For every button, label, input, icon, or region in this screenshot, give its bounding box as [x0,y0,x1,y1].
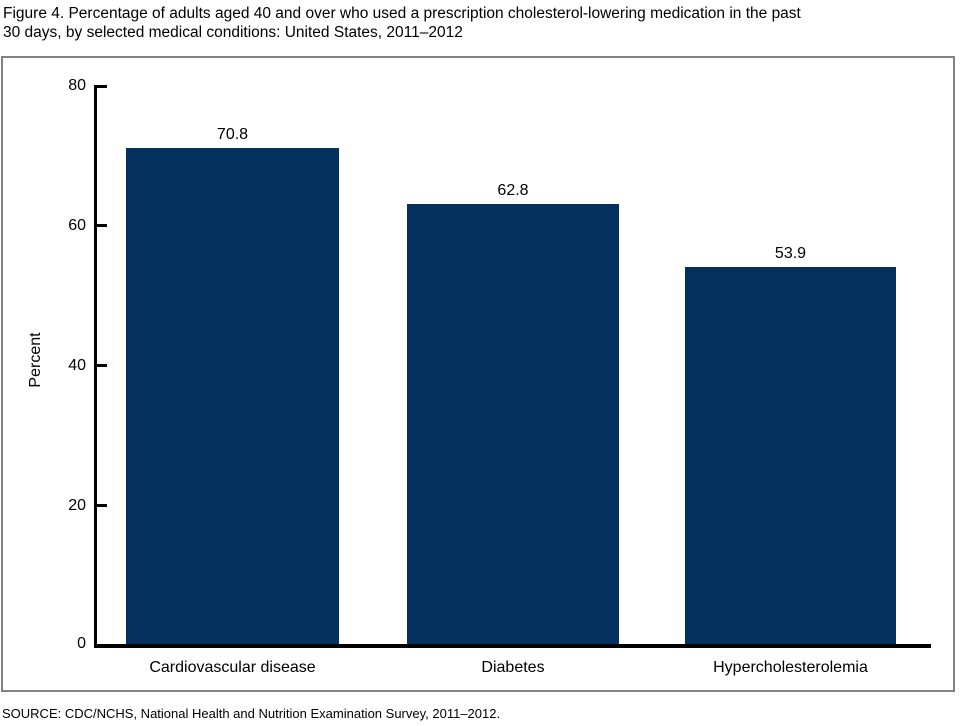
value-label-hypercholesterolemia: 53.9 [774,245,807,262]
y-axis-line [94,85,97,647]
y-tick-mark-80 [97,85,107,88]
y-tick-mark-40 [97,364,107,367]
value-label-cardiovascular-disease: 70.8 [216,126,249,143]
figure-title-line-2: 30 days, by selected medical conditions:… [3,24,463,41]
y-tick-mark-20 [97,504,107,507]
figure-title: Figure 4. Percentage of adults aged 40 a… [3,4,801,42]
figure-title-line-1: Figure 4. Percentage of adults aged 40 a… [3,5,801,22]
category-label-hypercholesterolemia: Hypercholesterolemia [713,659,868,676]
y-tick-label-40: 40 [68,357,86,374]
y-axis-title: Percent [27,332,44,388]
y-tick-label-60: 60 [68,217,86,234]
bar-diabetes [407,204,619,644]
y-tick-label-0: 0 [77,635,86,652]
source-note: SOURCE: CDC/NCHS, National Health and Nu… [2,706,501,721]
bar-hypercholesterolemia [685,267,896,644]
value-label-diabetes: 62.8 [497,182,529,199]
category-label-cardiovascular-disease: Cardiovascular disease [149,659,316,676]
y-tick-mark-60 [97,224,107,227]
category-label-diabetes: Diabetes [481,659,545,676]
y-tick-label-20: 20 [68,497,86,514]
x-axis-line [94,644,931,648]
y-tick-label-80: 80 [68,77,86,94]
bar-cardiovascular-disease [126,148,339,644]
